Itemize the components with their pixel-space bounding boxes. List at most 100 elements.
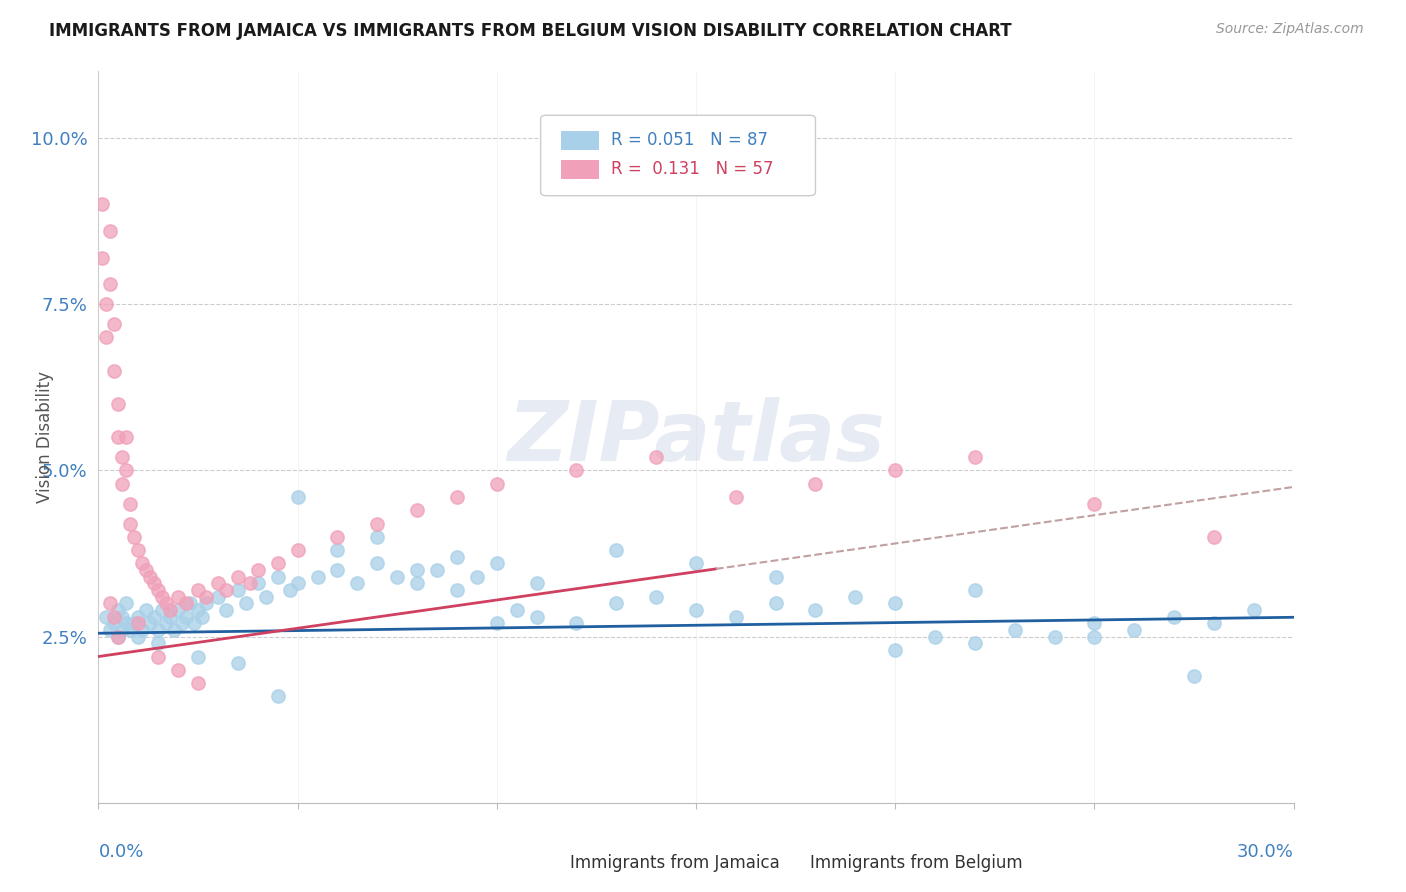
Point xyxy=(246,576,269,591)
FancyBboxPatch shape xyxy=(534,847,561,863)
Point xyxy=(346,576,368,591)
Point xyxy=(215,603,238,617)
Point xyxy=(844,590,866,604)
Point xyxy=(804,476,827,491)
Point xyxy=(150,603,173,617)
Point xyxy=(226,582,249,597)
Point xyxy=(96,330,118,344)
Point xyxy=(183,616,205,631)
Text: Source: ZipAtlas.com: Source: ZipAtlas.com xyxy=(1216,22,1364,37)
Point xyxy=(685,557,707,571)
Point xyxy=(406,576,429,591)
Point xyxy=(107,630,129,644)
Point xyxy=(195,596,218,610)
Point xyxy=(406,563,429,577)
Point xyxy=(148,636,170,650)
Point xyxy=(120,516,142,531)
Point xyxy=(174,596,197,610)
Point xyxy=(103,616,125,631)
Point xyxy=(107,630,129,644)
Point xyxy=(127,609,149,624)
Point xyxy=(385,570,409,584)
Point xyxy=(111,450,134,464)
Point xyxy=(143,576,166,591)
Point xyxy=(685,603,707,617)
Point xyxy=(765,570,787,584)
Point xyxy=(254,590,277,604)
Point xyxy=(446,582,468,597)
Point xyxy=(191,609,214,624)
Point xyxy=(195,590,218,604)
Point xyxy=(326,543,349,558)
Point xyxy=(406,503,429,517)
Point xyxy=(124,616,146,631)
Point xyxy=(127,630,149,644)
Point xyxy=(115,463,138,477)
Point xyxy=(1202,616,1225,631)
FancyBboxPatch shape xyxy=(541,115,815,195)
Point xyxy=(326,530,349,544)
Point xyxy=(366,516,388,531)
Point xyxy=(120,497,142,511)
Point xyxy=(426,563,449,577)
Point xyxy=(96,609,118,624)
Point xyxy=(235,596,257,610)
Text: ZIPatlas: ZIPatlas xyxy=(508,397,884,477)
Point xyxy=(485,476,508,491)
Text: R =  0.131   N = 57: R = 0.131 N = 57 xyxy=(612,161,773,178)
Point xyxy=(765,596,787,610)
Point xyxy=(963,582,986,597)
Point xyxy=(115,616,138,631)
Point xyxy=(884,596,907,610)
Point xyxy=(148,623,170,637)
Point xyxy=(1182,669,1205,683)
Point xyxy=(172,616,194,631)
Text: R = 0.051   N = 87: R = 0.051 N = 87 xyxy=(612,131,768,149)
Point xyxy=(366,557,388,571)
Point xyxy=(187,582,209,597)
Point xyxy=(239,576,262,591)
Point xyxy=(187,676,209,690)
Text: Immigrants from Jamaica: Immigrants from Jamaica xyxy=(571,854,780,872)
Point xyxy=(804,603,827,617)
Point xyxy=(724,609,747,624)
FancyBboxPatch shape xyxy=(561,160,599,179)
Point xyxy=(159,603,181,617)
Point xyxy=(111,623,134,637)
Point xyxy=(278,582,301,597)
Point xyxy=(446,490,468,504)
Point xyxy=(115,430,138,444)
Point xyxy=(135,603,157,617)
Point xyxy=(1163,609,1185,624)
Text: Vision Disability: Vision Disability xyxy=(35,371,53,503)
Point xyxy=(485,557,508,571)
Point xyxy=(226,656,249,670)
Point xyxy=(724,490,747,504)
Point xyxy=(267,570,290,584)
Point xyxy=(1083,497,1105,511)
Point xyxy=(179,596,201,610)
Point xyxy=(605,596,627,610)
Point xyxy=(963,636,986,650)
Point xyxy=(226,570,249,584)
Point xyxy=(98,623,122,637)
Point xyxy=(148,649,170,664)
Point xyxy=(111,609,134,624)
Point xyxy=(645,590,668,604)
Point xyxy=(605,543,627,558)
Point xyxy=(1123,623,1146,637)
Point xyxy=(1243,603,1265,617)
Point xyxy=(246,563,269,577)
FancyBboxPatch shape xyxy=(561,130,599,150)
Point xyxy=(131,557,153,571)
Point xyxy=(167,603,190,617)
Point xyxy=(167,663,190,677)
Point xyxy=(924,630,946,644)
Point xyxy=(187,649,209,664)
Point xyxy=(163,623,186,637)
Point xyxy=(167,590,190,604)
Point xyxy=(485,616,508,631)
Point xyxy=(565,463,588,477)
Point xyxy=(174,609,197,624)
Point xyxy=(1202,530,1225,544)
